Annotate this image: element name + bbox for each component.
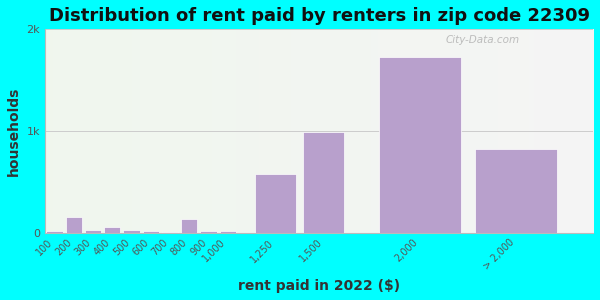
Bar	[46, 231, 63, 232]
Bar	[104, 226, 121, 232]
Y-axis label: households: households	[7, 86, 21, 176]
Bar	[256, 174, 296, 232]
Text: City-Data.com: City-Data.com	[445, 35, 519, 45]
Bar	[220, 231, 236, 232]
Bar	[85, 230, 101, 232]
X-axis label: rent paid in 2022 ($): rent paid in 2022 ($)	[238, 279, 400, 293]
Bar	[65, 217, 82, 233]
Bar	[475, 149, 557, 232]
Bar	[200, 231, 217, 232]
Bar	[304, 132, 344, 232]
Bar	[181, 219, 197, 232]
Bar	[124, 230, 140, 232]
Bar	[379, 57, 461, 232]
Bar	[143, 231, 159, 232]
Title: Distribution of rent paid by renters in zip code 22309: Distribution of rent paid by renters in …	[49, 7, 590, 25]
